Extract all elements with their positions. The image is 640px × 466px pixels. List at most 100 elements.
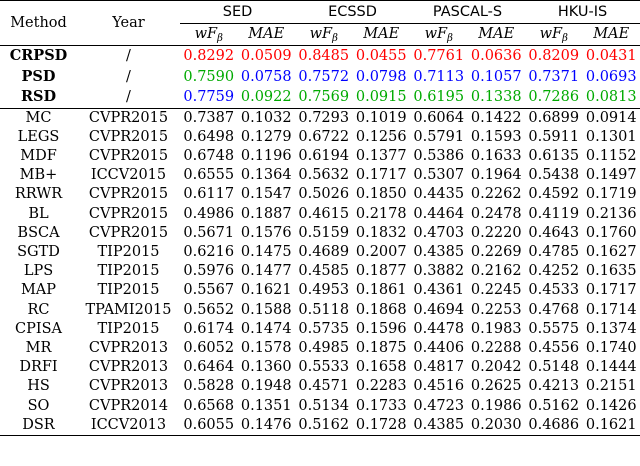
score-cell: 0.4592 bbox=[528, 186, 580, 203]
score-cell: 0.6135 bbox=[528, 147, 580, 164]
score-cell: 0.2253 bbox=[470, 301, 522, 318]
score-cell: 0.5162 bbox=[295, 415, 353, 436]
score-cell: 0.6722 bbox=[298, 128, 350, 145]
score-cell: 0.7572 bbox=[298, 68, 350, 85]
score-cell: 0.1338 bbox=[467, 87, 525, 109]
method-year: CVPR2015 bbox=[88, 186, 169, 203]
method-year: TPAMI2015 bbox=[85, 301, 172, 318]
compared-method-row: HS CVPR2013 0.5828 0.1948 0.4571 0.2283 0.4516… bbox=[0, 377, 640, 396]
score-cell: 0.5533 bbox=[298, 359, 350, 376]
metric-header-wf: wFβ bbox=[295, 23, 353, 46]
metric-wf-label: wF bbox=[309, 26, 333, 42]
score-cell: 0.6117 bbox=[183, 186, 235, 203]
score-cell: 0.1760 bbox=[585, 224, 637, 241]
method-name: MR bbox=[25, 339, 52, 356]
score-cell: 0.1576 bbox=[240, 224, 292, 241]
score-cell: 0.1733 bbox=[355, 397, 407, 414]
score-cell: 0.1426 bbox=[585, 397, 637, 414]
score-cell: 0.0813 bbox=[582, 87, 640, 109]
score-cell: 0.6899 bbox=[528, 109, 580, 126]
score-cell: 0.6498 bbox=[183, 128, 235, 145]
score-cell: 0.4985 bbox=[298, 339, 350, 356]
score-cell: 0.2162 bbox=[470, 263, 522, 280]
compared-method-row: SO CVPR2014 0.6568 0.1351 0.5134 0.1733 0.4723… bbox=[0, 397, 640, 416]
score-cell: 0.1740 bbox=[585, 339, 637, 356]
method-name: BL bbox=[28, 205, 49, 222]
score-cell: 0.1887 bbox=[240, 205, 292, 222]
method-year: / bbox=[126, 68, 131, 85]
score-cell: 0.4435 bbox=[413, 186, 465, 203]
method-name: BSCA bbox=[17, 224, 60, 241]
metric-wf-subscript: β bbox=[562, 33, 568, 44]
method-name: LEGS bbox=[17, 128, 60, 145]
score-cell: 0.7371 bbox=[528, 68, 580, 85]
score-cell: 0.1475 bbox=[240, 243, 292, 260]
score-cell: 0.1719 bbox=[585, 186, 637, 203]
score-cell: 0.5148 bbox=[528, 359, 580, 376]
proposed-method-row: CRPSD / 0.8292 0.0509 0.8485 0.0455 0.7761 0.06… bbox=[0, 46, 640, 67]
score-cell: 0.1578 bbox=[240, 339, 292, 356]
score-cell: 0.1019 bbox=[355, 109, 407, 126]
score-cell: 0.5026 bbox=[298, 186, 350, 203]
score-cell: 0.4478 bbox=[413, 320, 465, 337]
method-year: CVPR2015 bbox=[88, 224, 169, 241]
score-cell: 0.4643 bbox=[528, 224, 580, 241]
score-cell: 0.0922 bbox=[237, 87, 295, 109]
score-cell: 0.1152 bbox=[585, 147, 637, 164]
score-cell: 0.1621 bbox=[582, 415, 640, 436]
dataset-header-ecssd: ECSSD bbox=[295, 0, 410, 24]
method-year: CVPR2014 bbox=[88, 397, 169, 414]
method-year: CVPR2015 bbox=[88, 128, 169, 145]
score-cell: 0.1444 bbox=[585, 359, 637, 376]
score-cell: 0.1948 bbox=[240, 378, 292, 395]
score-cell: 0.4686 bbox=[525, 415, 583, 436]
proposed-method-row: RSD/0.7759 0.0922 0.7569 0.0915 0.6195 0.1338… bbox=[0, 87, 640, 109]
compared-methods-body: MC CVPR2015 0.7387 0.1032 0.7293 0.1019 0.6064… bbox=[0, 108, 640, 436]
metric-header-wf: wFβ bbox=[410, 23, 468, 46]
score-cell: 0.0509 bbox=[240, 48, 292, 64]
method-year: / bbox=[126, 48, 131, 64]
score-cell: 0.1861 bbox=[355, 282, 407, 299]
metric-header-mae: MAE bbox=[467, 23, 525, 46]
dataset-header-pascal-s: PASCAL-S bbox=[410, 0, 525, 24]
method-year: ICCV2015 bbox=[90, 167, 167, 184]
metric-header-wf: wFβ bbox=[180, 23, 238, 46]
score-cell: 0.5567 bbox=[183, 282, 235, 299]
method-name: RRWR bbox=[14, 186, 63, 203]
score-cell: 0.0693 bbox=[585, 68, 637, 85]
compared-method-row: CPISA TIP2015 0.6174 0.1474 0.5735 0.1596 0.44… bbox=[0, 320, 640, 339]
score-cell: 0.6464 bbox=[183, 359, 235, 376]
metric-wf-label: wF bbox=[539, 26, 563, 42]
metric-wf-label: wF bbox=[424, 26, 448, 42]
results-table: Method Year SED ECSSD PASCAL-S HKU-IS wF… bbox=[0, 0, 640, 436]
score-cell: 0.1547 bbox=[240, 186, 292, 203]
score-cell: 0.1476 bbox=[237, 415, 295, 436]
score-cell: 0.7286 bbox=[525, 87, 583, 109]
method-year: TIP2015 bbox=[97, 320, 160, 337]
method-name: RC bbox=[27, 301, 50, 318]
score-cell: 0.2151 bbox=[585, 378, 637, 395]
method-name: SO bbox=[27, 397, 50, 414]
score-cell: 0.4533 bbox=[528, 282, 580, 299]
score-cell: 0.5575 bbox=[528, 320, 580, 337]
dataset-header-hku-is: HKU-IS bbox=[525, 0, 640, 24]
score-cell: 0.1717 bbox=[585, 282, 637, 299]
score-cell: 0.1360 bbox=[240, 359, 292, 376]
score-cell: 0.5735 bbox=[298, 320, 350, 337]
score-cell: 0.6748 bbox=[183, 147, 235, 164]
score-cell: 0.4986 bbox=[183, 205, 235, 222]
score-cell: 0.7759 bbox=[180, 87, 238, 109]
score-cell: 0.1850 bbox=[355, 186, 407, 203]
score-cell: 0.4571 bbox=[298, 378, 350, 395]
score-cell: 0.5159 bbox=[298, 224, 350, 241]
score-cell: 0.1301 bbox=[585, 128, 637, 145]
compared-method-row: DSR ICCV2013 0.6055 0.1476 0.5162 0.1728 0.438… bbox=[0, 415, 640, 436]
compared-method-row: BL CVPR2015 0.4986 0.1887 0.4615 0.2178 0.4464… bbox=[0, 205, 640, 224]
score-cell: 0.1877 bbox=[355, 263, 407, 280]
score-cell: 0.4385 bbox=[413, 243, 465, 260]
score-cell: 0.0431 bbox=[585, 48, 637, 64]
score-cell: 0.1983 bbox=[470, 320, 522, 337]
method-year: CVPR2013 bbox=[88, 359, 169, 376]
score-cell: 0.7387 bbox=[183, 109, 235, 126]
score-cell: 0.4252 bbox=[528, 263, 580, 280]
